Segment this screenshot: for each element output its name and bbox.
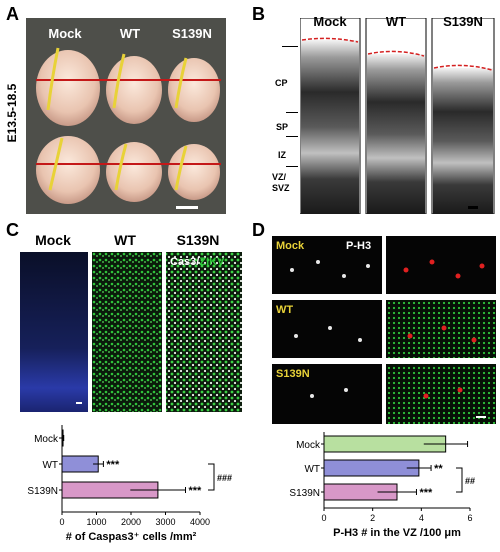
panel-d-row-wt: WT: [276, 304, 294, 316]
significance-wt: **: [434, 463, 443, 475]
caspase-bar-chart: Mock WT *** S139N *** 0 1000 2000 3000 4000 # of C…: [27, 425, 232, 543]
bar-wt: [61, 455, 99, 473]
panel-b-col-wt: WT: [385, 14, 407, 29]
x-tick-label: 6: [467, 513, 472, 523]
bar-wt: [323, 459, 420, 477]
category-label-mock: Mock: [34, 434, 59, 445]
x-tick-label: 4000: [190, 517, 210, 527]
panel-c-stain-label: Cas3/ZIKV: [170, 256, 224, 268]
significance-wt: ***: [106, 459, 120, 471]
panel-b-tick-3: [286, 136, 298, 137]
cas3-label: Cas3/: [170, 256, 200, 268]
panel-b-layer-sp: SP: [276, 122, 289, 132]
significance-s139n: ***: [189, 485, 203, 497]
bracket-label: ###: [217, 473, 232, 483]
panel-c-letter: C: [6, 220, 19, 240]
panel-b-tick-4: [286, 166, 298, 167]
panel-b-tick-2: [286, 112, 298, 113]
category-label-s139n: S139N: [289, 488, 320, 499]
x-tick-label: 3000: [155, 517, 175, 527]
panel-a-col-s139n: S139N: [172, 26, 212, 41]
significance-s139n: ***: [419, 487, 433, 499]
significance-bracket: [456, 467, 463, 493]
panel-d-row-mock: Mock: [276, 240, 305, 252]
panel-c-col-mock: Mock: [35, 232, 71, 248]
x-axis-label: # of Caspas3⁺ cells /mm²: [66, 531, 197, 543]
panel-c-col-wt: WT: [114, 232, 136, 248]
cortex-section-images: [299, 17, 496, 215]
panel-a-letter: A: [6, 4, 19, 24]
panel-b-col-s139n: S139N: [443, 14, 483, 29]
ph3-bar-chart: Mock WT ** S139N *** 0 2 4 6 P-H3 # in the VZ /10…: [289, 432, 475, 539]
significance-bracket: [208, 463, 215, 491]
x-tick-label: 0: [321, 513, 326, 523]
panel-d-row-s139n: S139N: [276, 368, 310, 380]
x-tick-label: 1000: [86, 517, 106, 527]
panel-b-tick-top: [282, 46, 298, 47]
x-tick-label: 4: [419, 513, 424, 523]
panel-d-marker: P-H3: [346, 240, 372, 252]
category-label-s139n: S139N: [27, 486, 58, 497]
caspase-stain-images: [20, 252, 242, 412]
panel-b-layer-vz: VZ/ SVZ: [272, 172, 290, 193]
panel-b-col-mock: Mock: [313, 14, 347, 29]
category-label-wt: WT: [304, 464, 320, 475]
x-tick-label: 2000: [121, 517, 141, 527]
panel-a-col-wt: WT: [119, 26, 141, 41]
panel-b-layer-iz: IZ: [278, 150, 286, 160]
panel-a-col-mock: Mock: [48, 26, 82, 41]
panel-c-col-s139n: S139N: [176, 232, 220, 248]
x-tick-label: 0: [59, 517, 64, 527]
x-axis-label: P-H3 # in the VZ /100 μm: [333, 527, 461, 539]
ph3-stain-images: [272, 236, 496, 424]
panel-b-letter: B: [252, 4, 265, 24]
panel-a-side-label: E13.5-18.5: [5, 83, 19, 143]
category-label-mock: Mock: [296, 440, 321, 451]
panel-b-layer-cp: CP: [275, 78, 288, 88]
brain-photo: [26, 18, 226, 214]
bracket-label: ##: [465, 476, 475, 486]
x-tick-label: 2: [370, 513, 375, 523]
panel-d-letter: D: [252, 220, 265, 240]
category-label-wt: WT: [42, 460, 58, 471]
zikv-label: ZIKV: [199, 256, 225, 268]
